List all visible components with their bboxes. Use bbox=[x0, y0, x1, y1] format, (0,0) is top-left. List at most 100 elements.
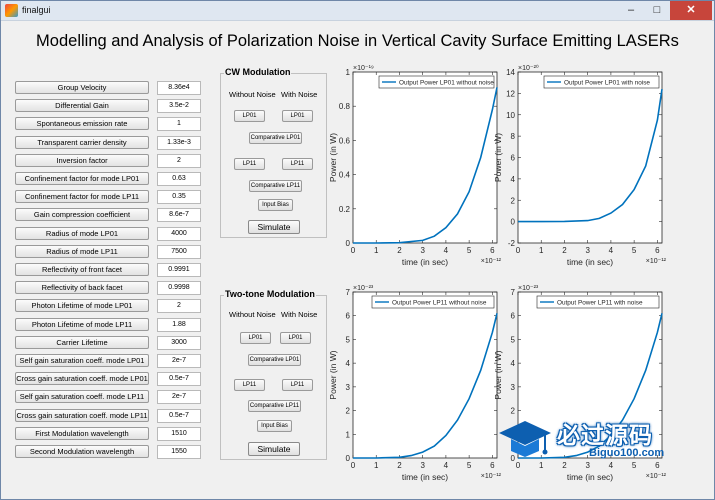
param-label-button[interactable]: Radius of mode LP11 bbox=[15, 245, 149, 258]
param-value-input[interactable]: 3000 bbox=[157, 335, 201, 350]
y-tick-label: 0.8 bbox=[339, 102, 351, 111]
param-value-input[interactable]: 3.5e-2 bbox=[157, 98, 201, 113]
y-tick-label: 0.4 bbox=[339, 171, 351, 180]
watermark-text: 必过源码 bbox=[557, 422, 653, 448]
param-label-button[interactable]: Cross gain saturation coeff. mode LP01 bbox=[15, 372, 149, 385]
param-value-input[interactable]: 0.9991 bbox=[157, 262, 201, 277]
param-value-input[interactable]: 2e-7 bbox=[157, 353, 201, 368]
y-tick-label: 2 bbox=[511, 407, 516, 416]
param-value-input[interactable]: 0.35 bbox=[157, 189, 201, 204]
cw-input-bias-button[interactable]: Input Bias bbox=[258, 199, 293, 211]
param-label-button[interactable]: Group Velocity bbox=[15, 81, 149, 94]
param-value-input[interactable]: 1510 bbox=[157, 426, 201, 441]
param-value-input[interactable]: 2 bbox=[157, 298, 201, 313]
param-label-button[interactable]: Second Modulation wavelength bbox=[15, 445, 149, 458]
x-tick-label: 2 bbox=[397, 461, 402, 470]
tt-comparative-lp01-button[interactable]: Comparative LP01 bbox=[248, 354, 301, 366]
x-tick-label: 1 bbox=[374, 461, 379, 470]
param-label-button[interactable]: First Modulation wavelength bbox=[15, 427, 149, 440]
y-tick-label: 6 bbox=[511, 154, 516, 163]
param-label-button[interactable]: Reflectivity of front facet bbox=[15, 263, 149, 276]
param-label-button[interactable]: Gain compression coefficient bbox=[15, 208, 149, 221]
param-label-button[interactable]: Carrier Lifetime bbox=[15, 336, 149, 349]
param-value-input[interactable]: 2 bbox=[157, 153, 201, 168]
y-tick-label: 0 bbox=[346, 454, 351, 463]
tt-lp11-without-noise-button[interactable]: LP11 bbox=[234, 379, 265, 391]
cw-lp01-with-noise-button[interactable]: LP01 bbox=[282, 110, 313, 122]
param-label-button[interactable]: Cross gain saturation coeff. mode LP11 bbox=[15, 409, 149, 422]
param-value-input[interactable]: 8.36e4 bbox=[157, 80, 201, 95]
param-label-button[interactable]: Confinement factor for mode LP11 bbox=[15, 190, 149, 203]
tt-with-noise-label: With Noise bbox=[281, 310, 318, 319]
y-tick-label: 5 bbox=[346, 335, 351, 344]
param-value-input[interactable]: 0.63 bbox=[157, 171, 201, 186]
param-label-button[interactable]: Self gain saturation coeff. mode LP11 bbox=[15, 390, 149, 403]
x-tick-label: 3 bbox=[585, 246, 590, 255]
cw-lp11-with-noise-button[interactable]: LP11 bbox=[282, 158, 313, 170]
tt-without-noise-label: Without Noise bbox=[229, 310, 276, 319]
param-value-input[interactable]: 0.5e-7 bbox=[157, 408, 201, 423]
cw-comparative-lp11-button[interactable]: Comparative LP11 bbox=[249, 180, 302, 192]
y-tick-label: 3 bbox=[346, 383, 351, 392]
param-label-button[interactable]: Photon Lifetime of mode LP11 bbox=[15, 318, 149, 331]
x-tick-label: 4 bbox=[609, 461, 614, 470]
tt-lp01-without-noise-button[interactable]: LP01 bbox=[240, 332, 271, 344]
y-tick-label: 0 bbox=[346, 239, 351, 248]
y-tick-label: 4 bbox=[511, 359, 516, 368]
param-label-button[interactable]: Spontaneous emission rate bbox=[15, 117, 149, 130]
x-tick-label: 3 bbox=[585, 461, 590, 470]
param-label-button[interactable]: Photon Lifetime of mode LP01 bbox=[15, 299, 149, 312]
y-exponent-label: ×10⁻²³ bbox=[353, 285, 374, 292]
cw-lp11-without-noise-button[interactable]: LP11 bbox=[234, 158, 265, 170]
param-value-input[interactable]: 7500 bbox=[157, 244, 201, 259]
tt-simulate-button[interactable]: Simulate bbox=[248, 442, 300, 456]
param-label-button[interactable]: Radius of mode LP01 bbox=[15, 227, 149, 240]
param-value-input[interactable]: 8.6e-7 bbox=[157, 207, 201, 222]
param-value-input[interactable]: 1.88 bbox=[157, 317, 201, 332]
param-value-input[interactable]: 4000 bbox=[157, 226, 201, 241]
cw-lp01-without-noise-button[interactable]: LP01 bbox=[234, 110, 265, 122]
y-axis-label: Power (in W) bbox=[328, 350, 338, 399]
maximize-button[interactable]: □ bbox=[653, 4, 661, 16]
param-label-button[interactable]: Inversion factor bbox=[15, 154, 149, 167]
x-tick-label: 4 bbox=[444, 246, 449, 255]
x-tick-label: 0 bbox=[516, 461, 521, 470]
param-label-button[interactable]: Reflectivity of back facet bbox=[15, 281, 149, 294]
y-tick-label: 1 bbox=[346, 430, 351, 439]
y-tick-label: 4 bbox=[346, 359, 351, 368]
x-tick-label: 1 bbox=[539, 246, 544, 255]
param-label-button[interactable]: Differential Gain bbox=[15, 99, 149, 112]
tt-input-bias-button[interactable]: Input Bias bbox=[257, 420, 292, 432]
tt-lp11-with-noise-button[interactable]: LP11 bbox=[282, 379, 313, 391]
y-tick-label: 3 bbox=[511, 383, 516, 392]
tt-comparative-lp11-button[interactable]: Comparative LP11 bbox=[248, 400, 301, 412]
param-value-input[interactable]: 1.33e-3 bbox=[157, 135, 201, 150]
plot-area bbox=[517, 71, 663, 244]
param-label-button[interactable]: Self gain saturation coeff. mode LP01 bbox=[15, 354, 149, 367]
plot-area bbox=[352, 71, 498, 244]
param-value-input[interactable]: 1 bbox=[157, 116, 201, 131]
y-tick-label: 5 bbox=[511, 335, 516, 344]
tt-lp01-with-noise-button[interactable]: LP01 bbox=[280, 332, 311, 344]
param-value-input[interactable]: 0.9998 bbox=[157, 280, 201, 295]
y-exponent-label: ×10⁻²³ bbox=[518, 285, 539, 292]
two-tone-modulation-panel: Two-tone Modulation Without Noise With N… bbox=[220, 289, 327, 460]
x-tick-label: 3 bbox=[420, 246, 425, 255]
close-button[interactable]: ✕ bbox=[670, 1, 712, 20]
cw-simulate-button[interactable]: Simulate bbox=[248, 220, 300, 234]
minimize-button[interactable]: – bbox=[627, 4, 635, 16]
param-label-button[interactable]: Confinement factor for mode LP01 bbox=[15, 172, 149, 185]
cw-panel-title: CW Modulation bbox=[224, 67, 292, 77]
y-exponent-label: ×10⁻¹⁹ bbox=[353, 65, 374, 72]
param-value-input[interactable]: 2e-7 bbox=[157, 389, 201, 404]
x-tick-label: 5 bbox=[467, 461, 472, 470]
param-label-button[interactable]: Transparent carrier density bbox=[15, 136, 149, 149]
param-value-input[interactable]: 1550 bbox=[157, 444, 201, 459]
param-value-input[interactable]: 0.5e-7 bbox=[157, 371, 201, 386]
cw-comparative-lp01-button[interactable]: Comparative LP01 bbox=[249, 132, 302, 144]
y-tick-label: 0.6 bbox=[339, 136, 351, 145]
legend-box bbox=[378, 75, 495, 89]
